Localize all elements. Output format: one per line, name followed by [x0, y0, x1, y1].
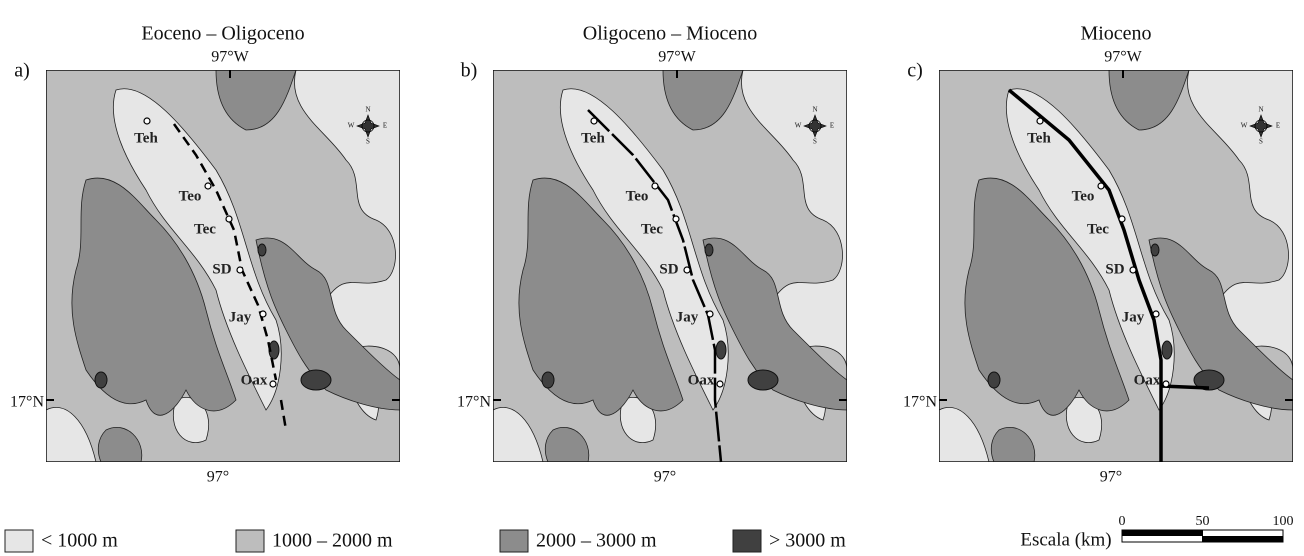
city-label: Jay	[676, 309, 699, 325]
longitude-bottom: 97°	[207, 469, 229, 486]
scale-tick-label: 100	[1273, 514, 1294, 529]
panel-title: Mioceno	[1080, 23, 1151, 45]
city-marker	[684, 267, 690, 273]
city-label: Teo	[179, 188, 202, 204]
city-label: Teo	[626, 188, 649, 204]
compass-letter: S	[1259, 138, 1263, 146]
city-label: Teh	[134, 130, 158, 146]
legend-swatch	[500, 530, 528, 552]
city-marker	[144, 118, 150, 124]
scale-tick-label: 0	[1119, 514, 1126, 529]
city-marker	[237, 267, 243, 273]
city-label: Oax	[1134, 372, 1161, 388]
map-panel: Eoceno – Oligoceno a) 97°W 97° 17°N Teh Teo Tec…	[10, 23, 400, 486]
latitude-label: 17°N	[903, 394, 937, 411]
compass-letter: N	[1258, 106, 1263, 114]
city-label: Jay	[1122, 309, 1145, 325]
figure: Eoceno – Oligocenoa)97°W97°17°NTehTeoTec…	[0, 0, 1304, 556]
legend-swatch	[236, 530, 264, 552]
latitude-label: 17°N	[10, 394, 44, 411]
longitude-top: 97°W	[658, 49, 696, 66]
city-marker	[270, 381, 276, 387]
city-marker	[717, 381, 723, 387]
legend-label: > 3000 m	[769, 530, 846, 552]
city-marker	[707, 311, 713, 317]
city-label: Tec	[641, 221, 663, 237]
legend-label: < 1000 m	[41, 530, 118, 552]
legend-label: 2000 – 3000 m	[536, 530, 657, 552]
scale-label: Escala (km)	[1020, 529, 1111, 550]
city-marker	[1119, 216, 1125, 222]
longitude-top: 97°W	[1104, 49, 1142, 66]
legend-swatch	[5, 530, 33, 552]
city-marker	[1153, 311, 1159, 317]
panel-label: b)	[461, 60, 478, 82]
compass-letter: S	[813, 138, 817, 146]
city-marker	[1037, 118, 1043, 124]
map-panel: Oligoceno – Mioceno b) 97°W 97° 17°N Teh Teo Te…	[457, 23, 847, 486]
panel-title: Eoceno – Oligoceno	[141, 23, 304, 45]
city-label: Tec	[194, 221, 216, 237]
legend-swatch	[733, 530, 761, 552]
panel-label: c)	[907, 60, 923, 82]
city-marker	[673, 216, 679, 222]
city-label: SD	[659, 261, 678, 277]
compass-letter: E	[830, 122, 834, 130]
compass-letter: W	[1241, 122, 1248, 130]
city-marker	[226, 216, 232, 222]
city-marker	[1163, 381, 1169, 387]
compass-letter: W	[795, 122, 802, 130]
longitude-top: 97°W	[211, 49, 249, 66]
longitude-bottom: 97°	[654, 469, 676, 486]
city-marker	[260, 311, 266, 317]
compass-letter: S	[366, 138, 370, 146]
compass-letter: N	[365, 106, 370, 114]
latitude-label: 17°N	[457, 394, 491, 411]
map-panel: Mioceno c) 97°W 97° 17°N Teh Teo Tec SD Jay Oax N S E…	[903, 23, 1293, 486]
city-label: Teh	[581, 130, 605, 146]
scale-segment	[1122, 530, 1203, 536]
city-marker	[1098, 183, 1104, 189]
scale-segment	[1203, 536, 1284, 542]
city-label: Jay	[229, 309, 252, 325]
panel-title: Oligoceno – Mioceno	[583, 23, 757, 45]
city-label: Tec	[1087, 221, 1109, 237]
city-label: Teh	[1027, 130, 1051, 146]
compass-letter: W	[348, 122, 355, 130]
city-marker	[591, 118, 597, 124]
longitude-bottom: 97°	[1100, 469, 1122, 486]
city-label: Oax	[241, 372, 268, 388]
city-label: Oax	[688, 372, 715, 388]
compass-letter: N	[812, 106, 817, 114]
city-marker	[205, 183, 211, 189]
legend-label: 1000 – 2000 m	[272, 530, 393, 552]
scale-tick-label: 50	[1196, 514, 1210, 529]
city-marker	[1130, 267, 1136, 273]
city-label: SD	[1105, 261, 1124, 277]
city-label: Teo	[1072, 188, 1095, 204]
city-label: SD	[212, 261, 231, 277]
compass-letter: E	[383, 122, 387, 130]
city-marker	[652, 183, 658, 189]
panel-label: a)	[14, 60, 30, 82]
compass-letter: E	[1276, 122, 1280, 130]
